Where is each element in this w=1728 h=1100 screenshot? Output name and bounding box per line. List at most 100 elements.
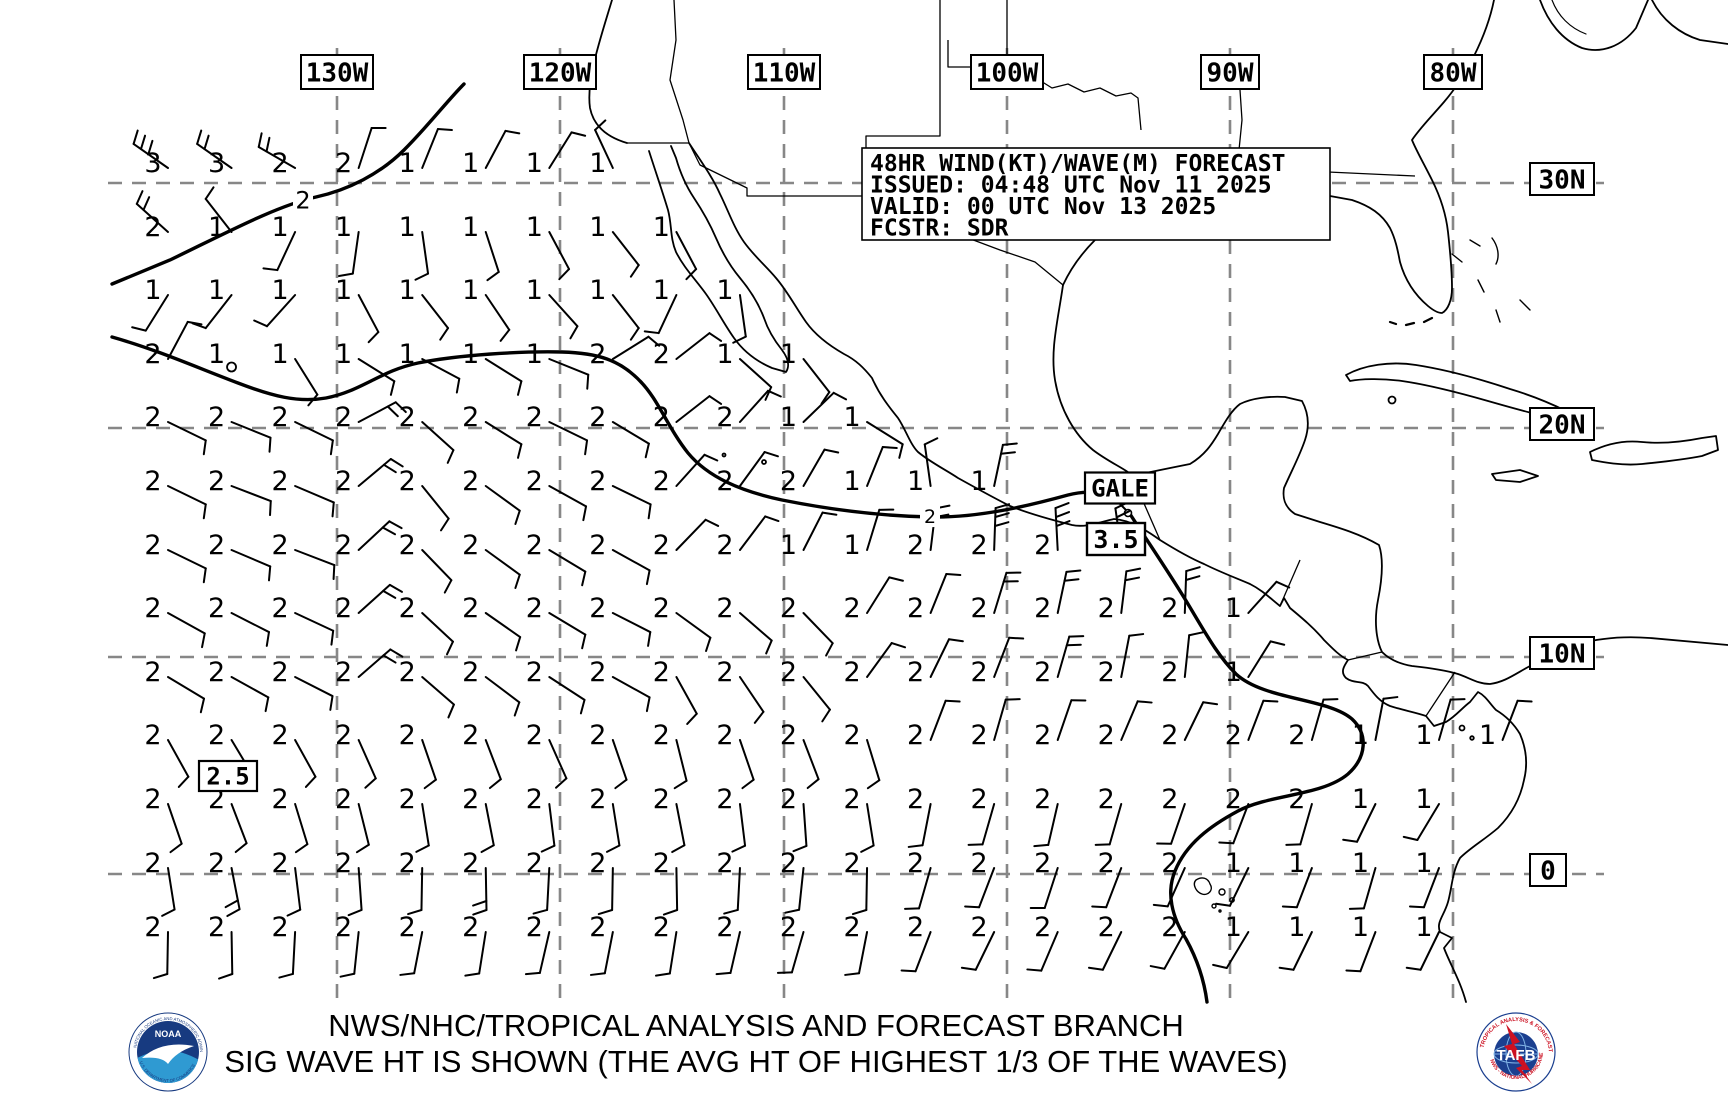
islands-bahamas bbox=[1451, 237, 1531, 323]
station: 1 bbox=[191, 275, 233, 330]
wave-25-label-text: 2.5 bbox=[206, 763, 249, 791]
wave-height-value: 2 bbox=[971, 784, 988, 815]
wind-barb-icon bbox=[338, 231, 360, 278]
station: 2 bbox=[653, 593, 712, 653]
lon-label-110W: 110W bbox=[747, 54, 821, 90]
wind-barb-icon bbox=[484, 485, 521, 526]
station: 2 bbox=[399, 848, 424, 916]
wave-height-value: 2 bbox=[716, 784, 733, 815]
wind-barb-icon bbox=[611, 676, 651, 713]
wind-barb-icon bbox=[548, 231, 571, 281]
station: 1 bbox=[131, 275, 169, 332]
station: 2 bbox=[335, 401, 407, 433]
lat-label-0-text: 0 bbox=[1540, 856, 1556, 886]
station: 2 bbox=[399, 784, 430, 853]
wave-height-value: 1 bbox=[462, 148, 479, 179]
wind-barb-icon bbox=[357, 520, 403, 551]
wave-height-value: 2 bbox=[653, 593, 670, 624]
station: 1 bbox=[1342, 784, 1377, 843]
coastline-baja bbox=[648, 145, 789, 373]
station: 2 bbox=[462, 912, 487, 977]
coastline-california bbox=[588, 0, 628, 144]
wave-height-value: 2 bbox=[1225, 784, 1242, 815]
wave-height-value: 2 bbox=[1225, 720, 1242, 751]
station: 1 bbox=[399, 275, 450, 341]
wind-barb-icon bbox=[421, 676, 455, 719]
wave-height-value: 2 bbox=[589, 912, 606, 943]
wave-height-value: 2 bbox=[653, 466, 670, 497]
station: 2 bbox=[144, 466, 207, 520]
station: 2 bbox=[907, 699, 961, 751]
wind-barb-icon bbox=[167, 549, 207, 584]
wave-height-value: 2 bbox=[526, 912, 543, 943]
wind-barb-icon bbox=[738, 451, 779, 487]
station: 1 bbox=[843, 446, 898, 497]
wave-height-value: 2 bbox=[1161, 593, 1178, 624]
wave-height-value: 2 bbox=[1161, 784, 1178, 815]
wave-height-value: 2 bbox=[399, 530, 416, 561]
station: 2 bbox=[526, 784, 556, 853]
coastline-florida bbox=[1329, 0, 1495, 314]
station: 2 bbox=[907, 638, 964, 688]
islands-pearl-1 bbox=[1458, 724, 1466, 732]
wind-barb-icon bbox=[723, 867, 741, 915]
station: 1 bbox=[462, 339, 523, 396]
contour-label: 2 bbox=[924, 506, 936, 528]
wind-barb-icon bbox=[1152, 867, 1186, 908]
wind-barb-icon bbox=[294, 358, 319, 407]
wind-barb-icon bbox=[866, 642, 907, 678]
station: 1 bbox=[843, 508, 895, 561]
wave-height-value: 1 bbox=[843, 466, 860, 497]
lat-label-10N-box bbox=[1529, 636, 1595, 670]
border-honduras bbox=[1279, 559, 1301, 607]
wind-barb-icon bbox=[611, 612, 652, 647]
lat-label-10N: 10N bbox=[1529, 636, 1595, 670]
wind-barb-icon bbox=[548, 739, 568, 789]
lon-label-120W-box bbox=[523, 54, 597, 90]
station: 2 bbox=[208, 848, 241, 918]
wind-barb-icon bbox=[357, 358, 396, 396]
wind-barb-icon bbox=[135, 190, 169, 233]
wave-height-value: 2 bbox=[716, 530, 733, 561]
wind-barb-icon bbox=[484, 549, 521, 590]
lon-label-90W-box bbox=[1200, 54, 1260, 90]
lon-label-130W: 130W bbox=[300, 54, 374, 90]
wave-height-value: 2 bbox=[907, 848, 924, 879]
wind-barb-icon bbox=[230, 803, 248, 854]
wind-barb-icon bbox=[257, 132, 297, 169]
station: 2 bbox=[257, 132, 297, 179]
wave-height-value: 2 bbox=[971, 657, 988, 688]
wave-height-value: 2 bbox=[971, 848, 988, 879]
wind-barb-icon bbox=[357, 294, 380, 344]
station: 1 bbox=[780, 391, 848, 433]
station: 2 bbox=[1094, 784, 1123, 846]
wave-height-value: 2 bbox=[335, 720, 352, 751]
station: 2 bbox=[780, 657, 831, 723]
wave-height-value: 2 bbox=[335, 657, 352, 688]
wind-barb-icon bbox=[1310, 698, 1339, 741]
wave-height-value: 2 bbox=[589, 339, 606, 370]
wave-height-value: 2 bbox=[716, 720, 733, 751]
coastline-sound bbox=[1551, 0, 1587, 35]
wave-height-value: 2 bbox=[144, 784, 161, 815]
station: 2 bbox=[589, 657, 651, 713]
station: 2 bbox=[399, 530, 453, 594]
wave-height-value: 2 bbox=[907, 530, 924, 561]
station: 2 bbox=[716, 848, 741, 915]
wind-barb-icon bbox=[993, 571, 1022, 614]
wind-barb-icon bbox=[738, 515, 780, 551]
station: 2 bbox=[335, 648, 404, 688]
wave-height-value: 1 bbox=[780, 530, 797, 561]
wave-height-value: 2 bbox=[462, 657, 479, 688]
wave-height-value: 1 bbox=[1415, 784, 1432, 815]
station: 2 bbox=[208, 402, 272, 453]
wind-barb-icon bbox=[464, 931, 487, 977]
station: 2 bbox=[135, 190, 169, 243]
lon-label-110W-box bbox=[747, 54, 821, 90]
station: 2 bbox=[462, 848, 488, 916]
station: 2 bbox=[653, 784, 686, 854]
station: 2 bbox=[144, 720, 190, 788]
wind-barb-icon bbox=[1285, 803, 1313, 846]
noaa-logo: NOAA NATIONAL OCEANIC AND ATMOSPHERIC AD… bbox=[126, 1008, 208, 1092]
wind-barb-icon bbox=[1120, 700, 1153, 741]
